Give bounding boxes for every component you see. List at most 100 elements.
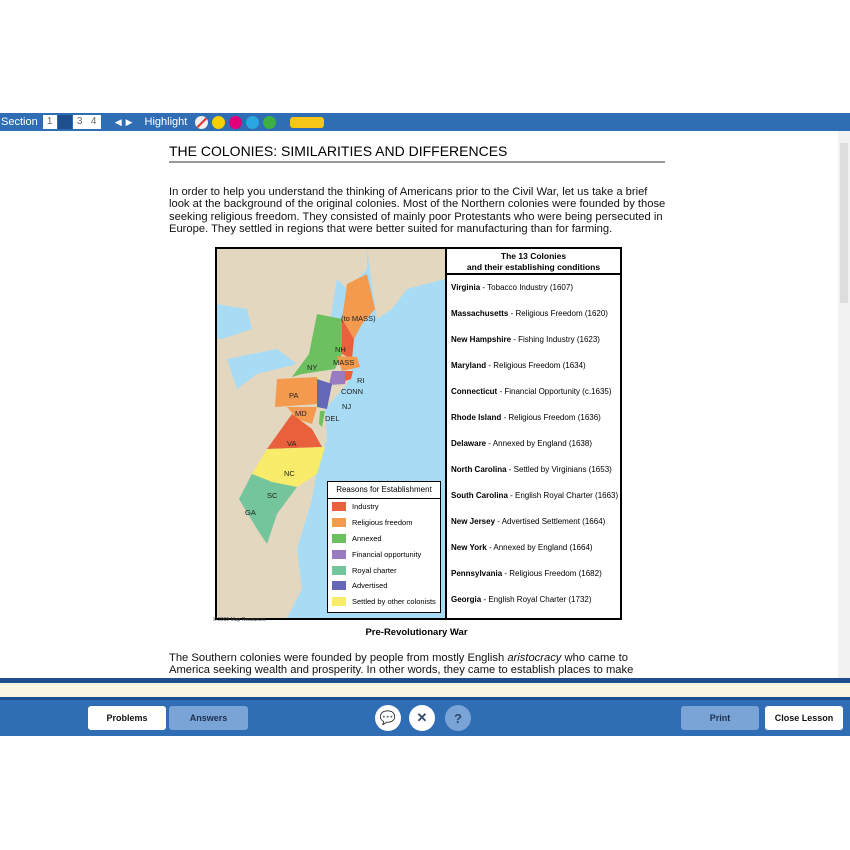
table-row: Pennsylvania - Religious Freedom (1682) xyxy=(447,561,620,587)
legend-label: Annexed xyxy=(352,533,382,543)
colony-name: New York xyxy=(451,543,487,552)
footer-bar: Problems Answers 💬 ✕ ? Print Close Lesso… xyxy=(0,700,850,736)
figure-caption: Pre-Revolutionary War xyxy=(365,627,468,638)
marker-icon[interactable] xyxy=(290,116,325,128)
print-button[interactable]: Print xyxy=(681,706,759,730)
colony-desc: - English Royal Charter (1663) xyxy=(507,491,619,500)
table-row: Georgia - English Royal Charter (1732) xyxy=(447,587,620,613)
map-legend: Reasons for Establishment Industry Religi… xyxy=(327,481,441,613)
legend-swatch xyxy=(332,597,346,607)
colony-name: New Hampshire xyxy=(451,335,512,344)
legend-label: Advertised xyxy=(352,581,388,591)
legend-label: Royal charter xyxy=(352,565,397,575)
label-maine: (to MASS) xyxy=(341,314,376,323)
colony-name: North Carolina xyxy=(451,465,507,474)
label-nc: NC xyxy=(284,469,295,478)
scrollbar[interactable] xyxy=(838,131,850,678)
label-md: MD xyxy=(295,409,307,418)
colony-name: Rhode Island xyxy=(451,413,502,422)
close-lesson-button[interactable]: Close Lesson xyxy=(765,706,843,730)
legend-item: Financial opportunity xyxy=(328,546,440,562)
legend-swatch xyxy=(332,502,346,512)
colony-name: Delaware xyxy=(451,439,487,448)
colony-name: Connecticut xyxy=(451,387,498,396)
highlight-yellow[interactable] xyxy=(212,115,226,129)
section-2[interactable]: 2 xyxy=(57,115,72,129)
tools-icon[interactable]: ✕ xyxy=(409,705,435,731)
chat-icon[interactable]: 💬 xyxy=(375,705,401,731)
colony-name: Virginia xyxy=(451,283,481,292)
colony-desc: - Advertised Settlement (1664) xyxy=(495,517,606,526)
scrollbar-thumb[interactable] xyxy=(840,143,848,303)
table-row: Maryland - Religious Freedom (1634) xyxy=(447,353,620,379)
legend-item: Settled by other colonists xyxy=(328,594,440,610)
colonies-table: The 13 Colonies and their establishing c… xyxy=(447,249,620,618)
legend-swatch xyxy=(332,549,346,559)
colonies-map: (to MASS) NH MASS RI CONN NY PA NJ MD DE… xyxy=(217,249,447,618)
colony-desc: - Financial Opportunity (c.1635) xyxy=(497,387,612,396)
label-ny: NY xyxy=(307,363,317,372)
table-row: Virginia - Tobacco Industry (1607) xyxy=(447,275,620,301)
help-icon[interactable]: ? xyxy=(445,705,471,731)
colony-desc: - Annexed by England (1664) xyxy=(486,543,593,552)
colony-desc: - Religious Freedom (1634) xyxy=(486,361,586,370)
label-del: DEL xyxy=(325,414,340,423)
label-ga: GA xyxy=(245,508,256,517)
legend-item: Industry xyxy=(328,499,440,515)
legend-label: Financial opportunity xyxy=(352,549,422,559)
colony-name: Pennsylvania xyxy=(451,569,503,578)
highlight-green[interactable] xyxy=(263,115,277,129)
colony-desc: - Annexed by England (1638) xyxy=(486,439,592,448)
highlight-blue[interactable] xyxy=(246,115,260,129)
map-graphic: (to MASS) NH MASS RI CONN NY PA NJ MD DE… xyxy=(217,249,445,618)
prev-arrow-icon[interactable]: ◀ xyxy=(114,116,122,127)
divider xyxy=(0,678,850,683)
legend-item: Advertised xyxy=(328,578,440,594)
para2-emphasis: aristocracy xyxy=(507,652,562,664)
legend-label: Religious freedom xyxy=(352,518,413,528)
label-conn: CONN xyxy=(341,387,363,396)
colony-desc: - English Royal Charter (1732) xyxy=(481,595,592,604)
colony-name: South Carolina xyxy=(451,491,508,500)
answers-button[interactable]: Answers xyxy=(169,706,248,730)
colony-name: Georgia xyxy=(451,595,482,604)
table-row: Rhode Island - Religious Freedom (1636) xyxy=(447,405,620,431)
table-header: The 13 Colonies and their establishing c… xyxy=(447,249,620,275)
section-1[interactable]: 1 xyxy=(42,115,57,129)
label-pa: PA xyxy=(289,391,298,400)
highlight-pink[interactable] xyxy=(229,115,243,129)
colony-desc: - Religious Freedom (1620) xyxy=(508,309,608,318)
para2-text-end: who came to America seeking wealth and p… xyxy=(169,652,634,678)
label-nj: NJ xyxy=(342,402,351,411)
legend-swatch xyxy=(332,533,346,543)
colony-desc: - Religious Freedom (1636) xyxy=(501,413,601,422)
legend-item: Annexed xyxy=(328,531,440,547)
colony-name: Massachusetts xyxy=(451,309,509,318)
legend-label: Settled by other colonists xyxy=(352,597,436,607)
toolbar: Section 1 2 3 4 ◀ ▶ Highlight xyxy=(0,113,850,131)
section-3[interactable]: 3 xyxy=(72,115,87,129)
next-arrow-icon[interactable]: ▶ xyxy=(125,116,133,127)
label-nh: NH xyxy=(335,345,346,354)
legend-item: Royal charter xyxy=(328,562,440,578)
colony-name: Maryland xyxy=(451,361,487,370)
table-title: The 13 Colonies xyxy=(500,251,567,261)
intro-paragraph: In order to help you understand the thin… xyxy=(169,186,666,236)
table-row: New Jersey - Advertised Settlement (1664… xyxy=(447,509,620,535)
legend-swatch xyxy=(332,581,346,591)
table-row: Delaware - Annexed by England (1638) xyxy=(447,431,620,457)
colony-desc: - Religious Freedom (1682) xyxy=(502,569,602,578)
table-row: New Hampshire - Fishing Industry (1623) xyxy=(447,327,620,353)
legend-item: Religious freedom xyxy=(328,515,440,531)
colony-name: New Jersey xyxy=(451,517,496,526)
section-4[interactable]: 4 xyxy=(86,115,101,129)
table-row: Connecticut - Financial Opportunity (c.1… xyxy=(447,379,620,405)
colony-desc: - Tobacco Industry (1607) xyxy=(480,283,573,292)
label-va: VA xyxy=(287,439,296,448)
table-subtitle: and their establishing conditions xyxy=(466,262,601,272)
highlight-label: Highlight xyxy=(144,116,188,128)
eraser-icon[interactable] xyxy=(195,115,209,129)
lesson-content: THE COLONIES: SIMILARITIES AND DIFFERENC… xyxy=(0,131,838,678)
problems-button[interactable]: Problems xyxy=(88,706,166,730)
table-row: New York - Annexed by England (1664) xyxy=(447,535,620,561)
